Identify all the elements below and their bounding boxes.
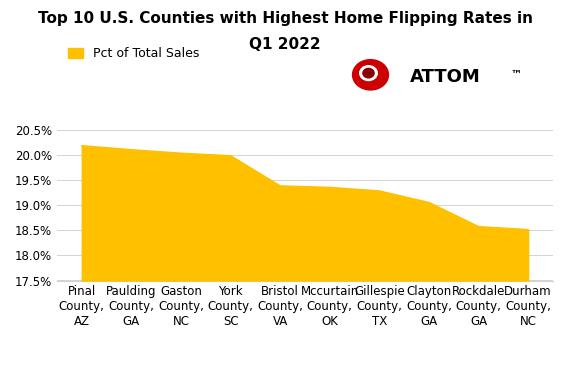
Circle shape bbox=[360, 66, 377, 80]
Text: Q1 2022: Q1 2022 bbox=[249, 37, 321, 52]
Text: ATTOM: ATTOM bbox=[410, 68, 481, 86]
Circle shape bbox=[363, 68, 374, 78]
Text: Top 10 U.S. Counties with Highest Home Flipping Rates in: Top 10 U.S. Counties with Highest Home F… bbox=[38, 11, 532, 26]
Circle shape bbox=[352, 60, 389, 90]
Text: ™: ™ bbox=[510, 70, 522, 80]
Legend: Pct of Total Sales: Pct of Total Sales bbox=[63, 42, 205, 65]
